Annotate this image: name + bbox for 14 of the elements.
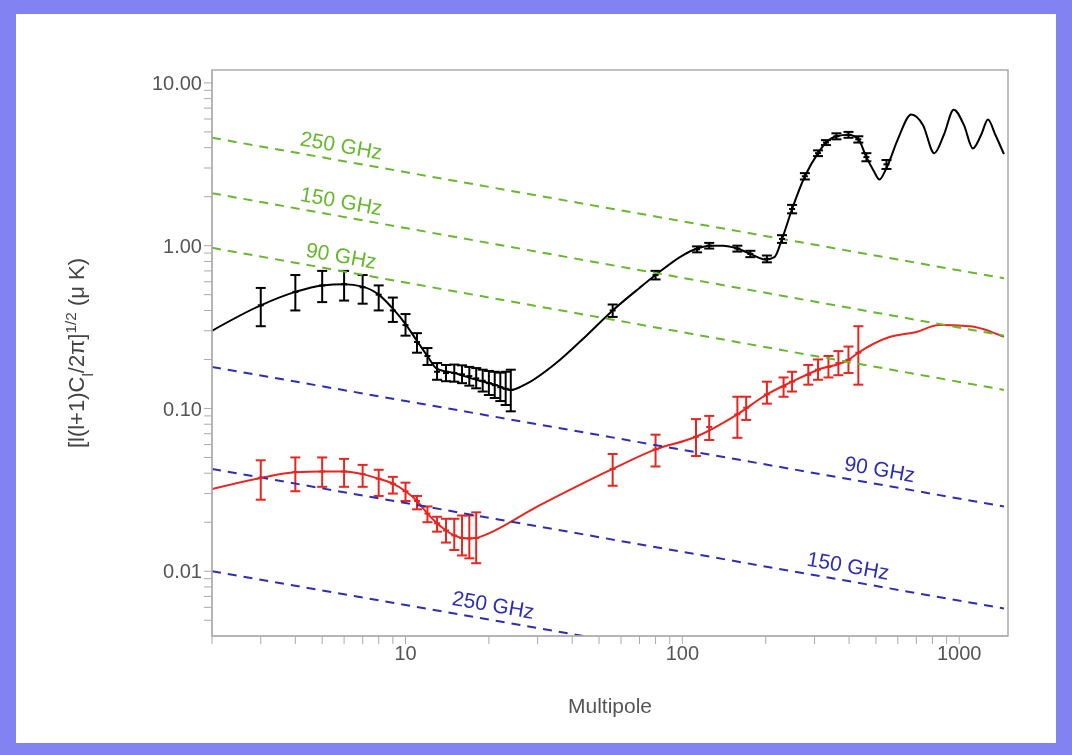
- x-axis-title: Multipole: [567, 694, 653, 717]
- text: 150 GHz: [298, 182, 385, 220]
- text: 250 GHz: [450, 586, 537, 623]
- text: 150 GHz: [805, 546, 892, 584]
- y-tick-label: 1.00: [163, 234, 202, 257]
- x-tick-label: 100: [665, 642, 700, 665]
- y-tick-label: 10.00: [151, 71, 202, 94]
- text: 90 GHz: [842, 451, 917, 487]
- text: 250 GHz: [298, 126, 385, 164]
- x-tick-label: 10: [394, 642, 417, 665]
- y-tick-label: 0.10: [163, 397, 202, 420]
- x-tick-label: 1000: [937, 642, 982, 665]
- text: 90 GHz: [304, 237, 379, 273]
- y-tick-label: 0.01: [163, 560, 202, 583]
